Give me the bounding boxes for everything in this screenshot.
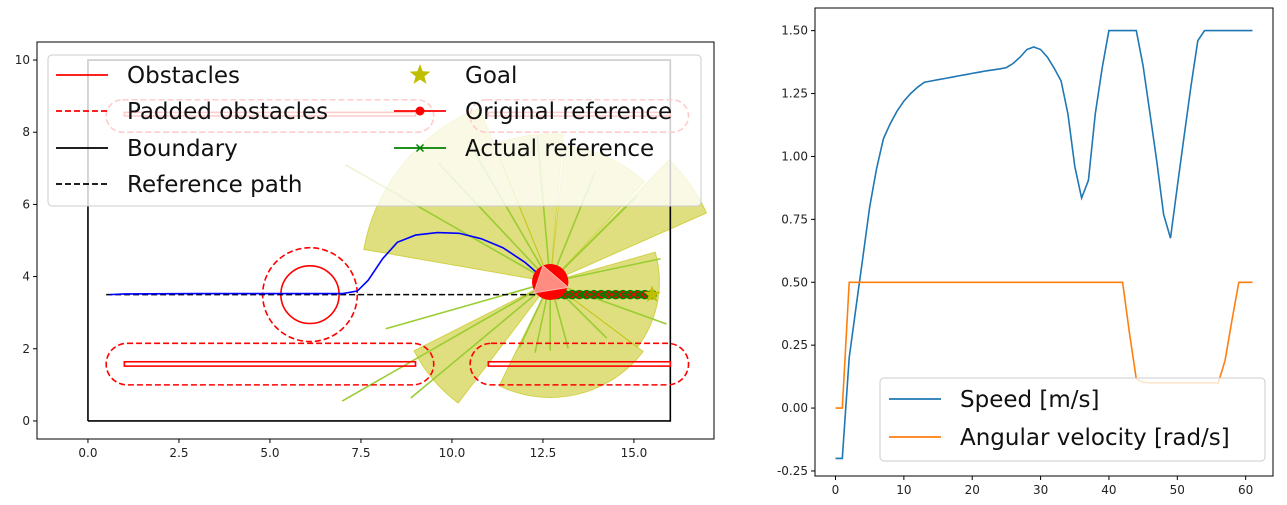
ts-legend-box	[879, 377, 1266, 462]
legend-label-5: Original reference	[465, 99, 672, 125]
actual-reference-x-9	[619, 290, 627, 299]
padded-obstacle-bar-0	[105, 342, 435, 386]
legend-handle-4	[409, 64, 431, 84]
ts-y-tick-label-7: 1.50	[781, 24, 808, 38]
ts-x-tick-label-6: 60	[1238, 483, 1253, 497]
ts-y-tick-label-4: 0.75	[781, 212, 808, 226]
ts-y-tick-label-6: 1.25	[781, 87, 808, 101]
ts-y-tick-label-1: 0.00	[781, 401, 808, 415]
sensor-ray-3	[410, 281, 551, 399]
actual-reference-x-4	[582, 290, 591, 299]
ts-y-tick-label-5: 1.00	[781, 149, 808, 163]
actual-reference-x-7	[604, 290, 613, 299]
legend-label-6: Actual reference	[465, 136, 654, 162]
actual-reference-x-6	[597, 290, 606, 299]
trajectory-line	[109, 231, 551, 296]
robot-heading	[533, 264, 570, 294]
map-x-tick-label-6: 15.0	[621, 446, 648, 460]
obstacle-bar-1	[487, 360, 672, 367]
sensor-ray-1	[385, 281, 551, 330]
legend-handle-5	[415, 106, 425, 116]
ts-y-tick-label-3: 0.50	[781, 275, 808, 289]
actual-reference-x-10	[626, 290, 635, 299]
goal-star	[643, 285, 661, 302]
map-x-tick-label-4: 10.0	[439, 446, 466, 460]
series-line-0	[835, 29, 1253, 460]
sensor-ray-2	[341, 281, 551, 402]
actual-reference-x-3	[575, 290, 584, 299]
map-x-tick-label-1: 2.5	[169, 446, 188, 460]
actual-reference-x-2	[568, 290, 577, 299]
sensor-ray-10	[550, 257, 661, 283]
ts-axes-frame	[814, 7, 1274, 477]
map-y-tick-label-0: 0	[22, 414, 30, 428]
ts-y-tick-label-2: 0.25	[781, 338, 808, 352]
map-y-tick-label-2: 4	[22, 270, 30, 284]
map-x-tick-label-0: 0.0	[78, 446, 97, 460]
actual-reference-x-5	[589, 290, 598, 299]
map-y-tick-label-3: 6	[22, 197, 30, 211]
sensor-ray-9	[549, 281, 667, 325]
map-axes-frame	[36, 41, 715, 440]
legend-handle-6	[415, 143, 425, 153]
actual-reference-x-8	[611, 290, 620, 299]
map-y-tick-label-1: 2	[22, 342, 30, 356]
legend-label-3: Reference path	[127, 172, 302, 198]
map-x-tick-label-2: 5.0	[260, 446, 279, 460]
actual-reference-x-11	[633, 290, 642, 299]
legend-label-1: Padded obstacles	[127, 99, 328, 125]
actual-reference-markers	[552, 289, 657, 300]
ts-x-tick-label-5: 50	[1170, 483, 1185, 497]
map-y-tick-label-4: 8	[22, 125, 30, 139]
ts-x-tick-label-0: 0	[832, 483, 840, 497]
legend-label-4: Goal	[465, 63, 517, 89]
ts-legend-label-0: Speed [m/s]	[960, 387, 1100, 413]
obstacle-bar-0	[123, 360, 417, 367]
legend-label-0: Obstacles	[127, 63, 240, 89]
ts-x-tick-label-2: 20	[965, 483, 980, 497]
padded-obstacle-bar-1	[469, 342, 690, 386]
ts-x-tick-label-3: 30	[1033, 483, 1048, 497]
ts-y-tick-label-0: -0.25	[777, 464, 808, 478]
ts-legend: Speed [m/s] Angular velocity [rad/s]	[879, 377, 1266, 462]
map-chart: 0.0 2.5 5.0 7.5 10.0 12.5 15.0 0 2 4 6 8 10 Obstacles…	[15, 41, 715, 460]
ts-x-tick-label-4: 40	[1101, 483, 1116, 497]
map-legend: Obstacles Padded obstacles Boundary Referen…	[47, 54, 702, 207]
map-y-tick-label-5: 10	[15, 53, 30, 67]
sensor-ray-11	[549, 194, 639, 283]
map-x-tick-label-3: 7.5	[351, 446, 370, 460]
series-line-1	[835, 281, 1253, 409]
ts-x-tick-label-1: 10	[896, 483, 911, 497]
map-x-tick-label-5: 12.5	[530, 446, 557, 460]
sensor-wedge-2	[498, 281, 644, 398]
map-legend-box	[47, 54, 702, 207]
legend-label-2: Boundary	[127, 136, 238, 162]
ts-legend-label-1: Angular velocity [rad/s]	[960, 425, 1230, 451]
timeseries-chart: 0 10 20 30 40 50 60 -0.25 0.00 0.25 0.50 0.75 1.00 1.…	[777, 7, 1274, 497]
